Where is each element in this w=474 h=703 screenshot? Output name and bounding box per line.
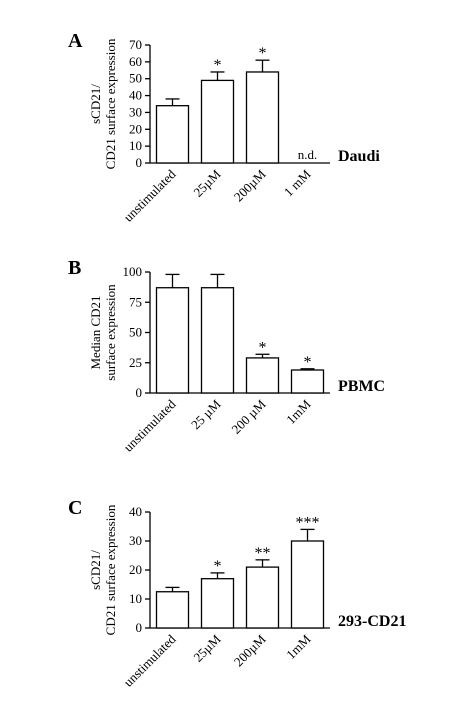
bar	[155, 591, 190, 629]
bar	[245, 71, 280, 164]
y-axis-label: sCD21/	[88, 84, 103, 124]
y-axis-label: CD21 surface expression	[103, 38, 118, 169]
annotation: *	[259, 339, 267, 356]
x-tick-label: 25 µM	[188, 396, 224, 432]
y-tick-label: 20	[129, 562, 142, 577]
y-tick-label: 0	[136, 385, 143, 400]
y-tick-label: 10	[129, 138, 142, 153]
y-tick-label: 20	[129, 121, 142, 136]
y-tick-label: 70	[129, 37, 142, 52]
bar	[155, 287, 190, 394]
annotation: *	[304, 354, 312, 371]
y-axis-label: Median CD21	[88, 295, 103, 369]
side-label: PBMC	[338, 378, 385, 395]
annotation: ***	[296, 514, 320, 531]
x-tick-label: 200µM	[231, 631, 269, 669]
annotation: *	[214, 558, 222, 575]
x-tick-label: 25µM	[190, 631, 224, 665]
x-tick-label: unstimulated	[121, 166, 179, 224]
y-axis-label: CD21 surface expression	[103, 504, 118, 635]
y-tick-label: 30	[129, 533, 142, 548]
bar	[200, 79, 235, 164]
x-tick-label: 25µM	[190, 166, 224, 200]
bar	[245, 357, 280, 394]
panel-letter: B	[68, 257, 81, 279]
x-tick-label: unstimulated	[121, 631, 179, 689]
y-tick-label: 10	[129, 591, 142, 606]
y-tick-label: 30	[129, 104, 142, 119]
bar	[200, 287, 235, 394]
y-tick-label: 25	[129, 355, 142, 370]
bar	[245, 566, 280, 629]
side-label: 293-CD21	[338, 613, 406, 630]
y-tick-label: 0	[136, 620, 143, 635]
bar	[155, 105, 190, 164]
y-axis-label: sCD21/	[88, 550, 103, 590]
side-label: Daudi	[338, 148, 380, 165]
y-tick-label: 100	[123, 264, 143, 279]
y-tick-label: 50	[129, 325, 142, 340]
y-tick-label: 40	[129, 88, 142, 103]
panel-letter: A	[68, 30, 83, 52]
annotation: *	[214, 57, 222, 74]
x-tick-label: 200 µM	[228, 396, 268, 436]
y-tick-label: 40	[129, 504, 142, 519]
annotation: n.d.	[298, 147, 318, 162]
y-tick-label: 60	[129, 54, 142, 69]
x-tick-label: 1mM	[283, 631, 314, 662]
y-tick-label: 75	[129, 294, 142, 309]
x-tick-label: 1mM	[283, 396, 314, 427]
y-tick-label: 50	[129, 71, 142, 86]
bar	[290, 540, 325, 629]
y-axis-label: surface expression	[103, 284, 118, 381]
x-tick-label: unstimulated	[121, 396, 179, 454]
annotation: **	[255, 545, 271, 562]
annotation: *	[259, 45, 267, 62]
x-tick-label: 1 mM	[281, 166, 314, 199]
bar	[200, 578, 235, 629]
x-tick-label: 200µM	[231, 166, 269, 204]
bar	[290, 369, 325, 394]
y-tick-label: 0	[136, 155, 143, 170]
panel-letter: C	[68, 497, 82, 519]
